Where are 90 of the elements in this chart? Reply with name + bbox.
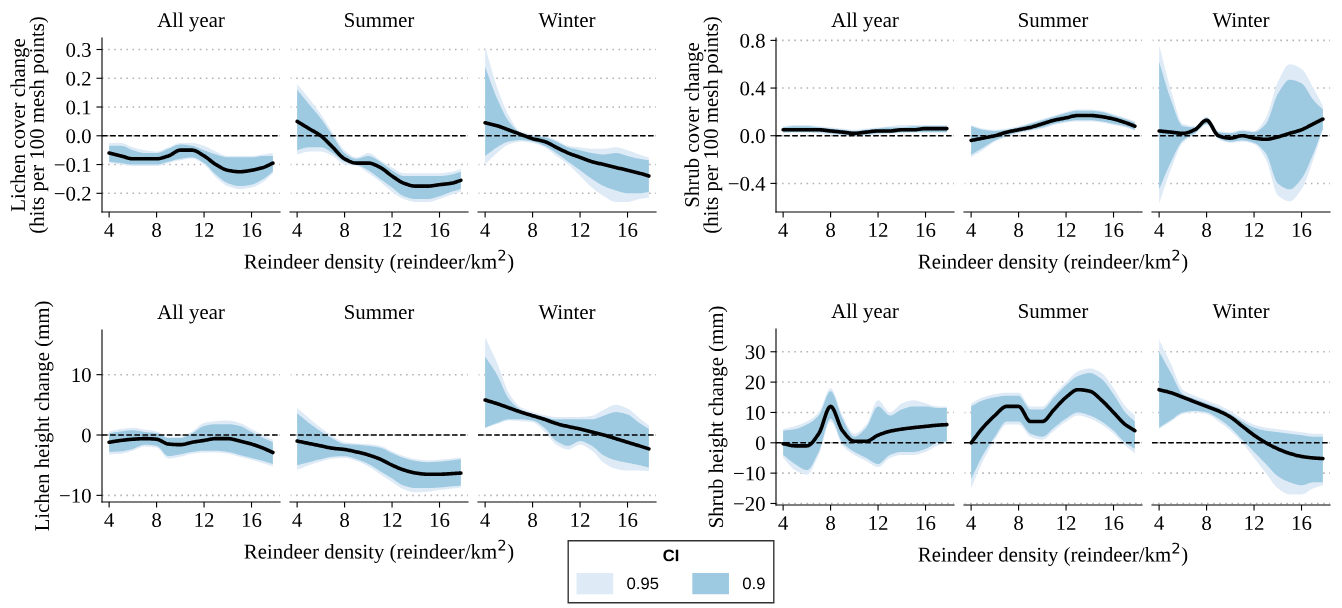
- chart-title: Winter: [1212, 13, 1270, 28]
- x-tick-label: 8: [1202, 223, 1211, 238]
- x-tick-label: 16: [430, 223, 450, 238]
- x-tick-label: 8: [1014, 516, 1023, 531]
- y-tick-label: 0.0: [740, 129, 765, 144]
- x-tick-label: 4: [104, 513, 114, 527]
- x-tick-label: 12: [383, 513, 402, 527]
- y-tick-label: −0.4: [728, 176, 766, 191]
- x-axis-title: Reindeer density (reindeer/km$^{2}$): [244, 249, 514, 273]
- y-axis-title: Lichen height change (mm): [34, 301, 54, 531]
- x-axis-title: Reindeer density (reindeer/km$^{2}$): [918, 542, 1188, 566]
- x-tick-label: 8: [152, 513, 161, 528]
- x-tick-label: 4: [966, 223, 976, 237]
- y-tick-label: −10: [734, 466, 765, 481]
- x-tick-label: 16: [1292, 516, 1312, 531]
- x-tick-label: 12: [1057, 516, 1076, 530]
- x-tick-label: 8: [152, 223, 161, 238]
- x-tick-label: 8: [1014, 223, 1023, 238]
- x-tick-label: 4: [1154, 516, 1164, 530]
- y-tick-label: 20: [745, 375, 765, 390]
- chart-title: Winter: [538, 13, 596, 28]
- chart-title: Summer: [345, 13, 415, 28]
- x-tick-label: 4: [1154, 223, 1164, 237]
- y-tick-label: −0.1: [54, 157, 91, 173]
- x-tick-label: 12: [1245, 223, 1264, 237]
- x-tick-label: 12: [195, 513, 214, 527]
- chart-title: Winter: [538, 305, 596, 320]
- y-tick-label: −10: [60, 488, 91, 503]
- x-tick-label: 8: [826, 223, 835, 238]
- x-tick-label: 8: [528, 223, 537, 238]
- chart-title: All year: [831, 12, 899, 32]
- x-tick-label: 8: [1202, 516, 1211, 531]
- legend-title: CI: [663, 549, 679, 562]
- x-tick-label: 8: [340, 223, 349, 238]
- chart-title: Summer: [1019, 13, 1089, 28]
- x-tick-label: 8: [340, 513, 349, 528]
- chart-title: Summer: [1019, 304, 1089, 319]
- x-tick-label: 16: [916, 223, 936, 238]
- x-tick-label: 16: [1104, 223, 1124, 238]
- y-tick-label: 0: [81, 428, 91, 443]
- y-tick-label: 0.1: [66, 100, 91, 115]
- chart-title: Winter: [1212, 304, 1270, 319]
- x-tick-label: 4: [778, 223, 788, 237]
- chart-title: All year: [157, 304, 225, 324]
- y-axis-title: Shrub cover change (hits per 100 mesh points): [684, 17, 723, 233]
- legend-label: 0.9: [742, 577, 765, 590]
- x-tick-label: 12: [869, 223, 888, 237]
- x-tick-label: 12: [1245, 516, 1264, 530]
- x-tick-label: 16: [618, 513, 638, 528]
- y-tick-label: 0.0: [66, 129, 91, 144]
- x-tick-label: 8: [528, 513, 537, 528]
- x-axis-title: Reindeer density (reindeer/km$^{2}$): [244, 539, 514, 563]
- chart-title: All year: [831, 303, 899, 323]
- x-tick-label: 4: [480, 223, 490, 237]
- x-tick-label: 4: [778, 516, 788, 530]
- x-axis-title: Reindeer density (reindeer/km$^{2}$): [918, 249, 1188, 273]
- x-tick-label: 4: [292, 223, 302, 237]
- y-axis-title: Lichen cover change (hits per 100 mesh points): [10, 17, 49, 233]
- x-tick-label: 12: [383, 223, 402, 237]
- y-tick-label: −0.2: [54, 186, 91, 201]
- x-tick-label: 12: [195, 223, 214, 237]
- x-tick-label: 12: [571, 513, 590, 527]
- x-tick-label: 16: [242, 223, 262, 238]
- x-tick-label: 12: [869, 516, 888, 530]
- y-tick-label: 10: [72, 368, 91, 383]
- chart-title: All year: [157, 12, 225, 32]
- x-tick-label: 16: [618, 223, 638, 238]
- legend-label: 0.95: [627, 577, 659, 590]
- y-tick-label: 0: [755, 436, 765, 451]
- x-tick-label: 4: [292, 513, 302, 527]
- y-tick-label: 0.4: [740, 81, 766, 96]
- x-tick-label: 8: [826, 516, 835, 531]
- chart-title: Summer: [345, 305, 415, 320]
- y-axis-title: Shrub height change (mm): [708, 306, 728, 527]
- x-tick-label: 16: [430, 513, 450, 528]
- y-tick-label: −20: [734, 496, 765, 511]
- x-tick-label: 16: [916, 516, 936, 531]
- y-tick-label: 30: [745, 345, 765, 360]
- x-tick-label: 4: [480, 513, 490, 527]
- y-tick-label: 0.2: [66, 71, 91, 86]
- x-tick-label: 12: [1057, 223, 1076, 237]
- x-tick-label: 4: [104, 223, 114, 237]
- y-tick-label: 0.8: [740, 33, 765, 48]
- y-tick-label: 10: [746, 405, 765, 420]
- x-tick-label: 12: [571, 223, 590, 237]
- x-tick-label: 16: [242, 513, 262, 528]
- y-tick-label: 0.3: [66, 42, 91, 58]
- x-tick-label: 4: [966, 516, 976, 530]
- x-tick-label: 16: [1104, 516, 1124, 531]
- x-tick-label: 16: [1292, 223, 1312, 238]
